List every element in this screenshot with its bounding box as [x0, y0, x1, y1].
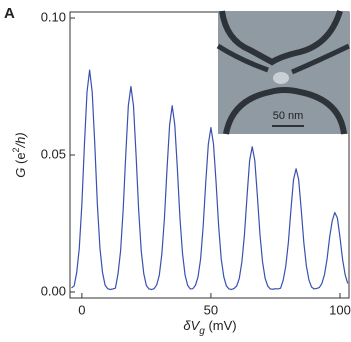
y-label-part: /h): [13, 132, 28, 148]
x-label-part: (mV): [205, 318, 237, 333]
y-tick-label: 0.10: [41, 9, 66, 24]
y-label-part: (e: [13, 152, 28, 167]
x-tick-label: 100: [329, 302, 351, 317]
x-label-part: δV: [183, 318, 200, 333]
inset: 50 nm: [218, 11, 349, 134]
y-axis-label: G (e2/h): [11, 132, 28, 177]
inset-dot: [273, 72, 289, 84]
x-tick-label: 0: [78, 302, 85, 317]
chart: A 50 nm δVg (mV) G (e2/h) 0.00 0.05 0.10 0 5…: [0, 0, 351, 342]
x-axis-label: δVg (mV): [183, 318, 236, 336]
y-tick-label: 0.00: [41, 283, 66, 298]
panel-label: A: [4, 5, 15, 22]
scale-label: 50 nm: [273, 110, 304, 122]
y-tick-label: 0.05: [41, 146, 66, 161]
y-label-part: G: [13, 168, 28, 178]
x-tick-label: 50: [204, 302, 218, 317]
